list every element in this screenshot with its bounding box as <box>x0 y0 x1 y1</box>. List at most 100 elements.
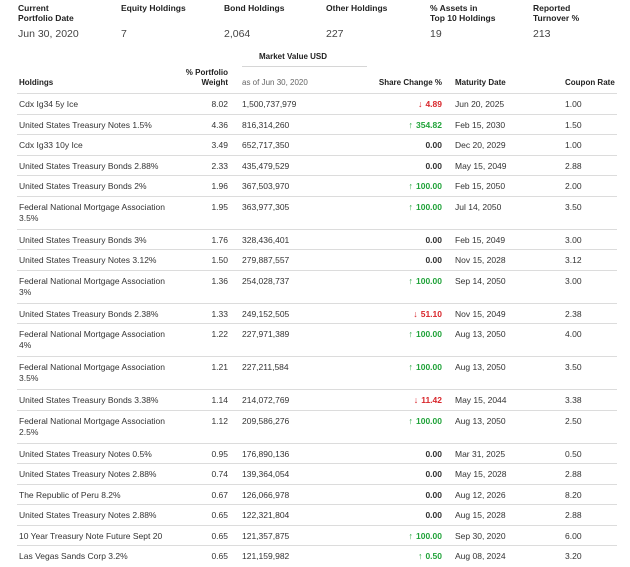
table-row[interactable]: Cdx Ig33 10y Ice 3.49 652,717,350 0.00 Dec 2… <box>17 134 617 156</box>
share-change: 0.00 <box>357 510 442 521</box>
table-row[interactable]: Federal National Mortgage Association 3%… <box>17 269 617 304</box>
summary-value: 7 <box>121 28 127 40</box>
share-change-value: 0.00 <box>425 234 442 245</box>
table-row[interactable]: United States Treasury Bonds 3.38% 1.14 21… <box>17 389 617 411</box>
market-value: 139,364,054 <box>242 469 290 479</box>
portfolio-weight: 0.65 <box>211 551 228 561</box>
share-change: 0.00 <box>357 140 442 151</box>
table-row[interactable]: Federal National Mortgage Association 3.… <box>17 195 617 230</box>
arrow-up-icon: ↑ <box>408 275 414 286</box>
share-change: 0.00 <box>357 490 442 501</box>
share-change-value: 0.00 <box>425 448 442 459</box>
col-coupon-header: Coupon Rate <box>565 78 615 87</box>
coupon-rate: 1.00 <box>565 99 582 109</box>
share-change-value: 4.89 <box>425 99 442 109</box>
share-change-value: 354.82 <box>416 119 442 130</box>
holding-name: Cdx Ig34 5y Ice <box>19 99 79 109</box>
market-value-group-header: Market Value USD <box>242 52 367 67</box>
portfolio-weight: 1.14 <box>211 395 228 405</box>
col-weight-header: % Portfolio Weight <box>185 68 228 87</box>
table-row[interactable]: United States Treasury Notes 2.88% 0.74 13… <box>17 463 617 485</box>
portfolio-weight: 0.95 <box>211 448 228 459</box>
maturity-date: Aug 15, 2028 <box>455 510 506 520</box>
table-row[interactable]: The Republic of Peru 8.2% 0.67 126,066,978… <box>17 483 617 506</box>
coupon-rate: 3.00 <box>565 275 582 286</box>
table-row[interactable]: United States Treasury Notes 3.12% 1.50 27… <box>17 249 617 271</box>
maturity-date: Feb 15, 2030 <box>455 119 506 130</box>
arrow-up-icon: ↑ <box>408 119 414 130</box>
market-value: 126,066,978 <box>242 489 290 500</box>
table-row[interactable]: United States Treasury Bonds 2% 1.96 367,5… <box>17 175 617 197</box>
portfolio-weight: 1.21 <box>211 362 228 372</box>
share-change-value: 0.00 <box>425 255 442 265</box>
maturity-date: Aug 13, 2050 <box>455 362 506 372</box>
arrow-down-icon: ↓ <box>413 395 419 405</box>
share-change: ↑ 100.00 <box>357 530 443 542</box>
holding-name: United States Treasury Notes 1.5% <box>19 119 152 130</box>
table-row[interactable]: United States Treasury Notes 0.5% 0.95 176… <box>17 442 617 465</box>
table-row[interactable]: United States Treasury Bonds 2.38% 1.33 24… <box>17 302 617 325</box>
share-change-value: 100.00 <box>416 181 442 191</box>
share-change: ↑ 100.00 <box>357 362 443 373</box>
holding-name: Federal National Mortgage Association 3% <box>19 275 165 297</box>
arrow-up-icon: ↑ <box>408 201 414 212</box>
share-change-value: 100.00 <box>416 329 442 339</box>
table-row[interactable]: Las Vegas Sands Corp 3.2% 0.65 121,159,982… <box>17 545 617 567</box>
summary-item: Current Portfolio Date Jun 30, 2020 <box>18 3 79 40</box>
coupon-rate: 2.50 <box>565 415 582 426</box>
maturity-date: May 15, 2028 <box>455 469 507 479</box>
market-value: 652,717,350 <box>242 140 290 150</box>
summary-label: Bond Holdings <box>224 3 285 13</box>
coupon-rate: 3.50 <box>565 362 582 372</box>
market-value: 176,890,136 <box>242 448 290 459</box>
share-change: 0.00 <box>357 161 442 172</box>
summary-item: Equity Holdings 7 <box>121 3 186 40</box>
market-value: 214,072,769 <box>242 395 290 405</box>
portfolio-weight: 3.49 <box>211 140 228 150</box>
coupon-rate: 1.00 <box>565 140 582 150</box>
share-change-value: 51.10 <box>420 308 442 319</box>
market-value: 227,971,389 <box>242 329 290 339</box>
table-row[interactable]: United States Treasury Notes 2.88% 0.65 12… <box>17 504 617 526</box>
summary-value: Jun 30, 2020 <box>18 28 79 40</box>
holding-name: Cdx Ig33 10y Ice <box>19 140 83 150</box>
share-change: ↑ 100.00 <box>357 275 443 287</box>
market-value: 121,357,875 <box>242 530 290 541</box>
share-change-value: 100.00 <box>416 201 442 212</box>
table-row[interactable]: United States Treasury Bonds 3% 1.76 328,4… <box>17 228 617 251</box>
coupon-rate: 1.50 <box>565 119 582 130</box>
share-change-value: 100.00 <box>416 530 442 541</box>
table-row[interactable]: Federal National Mortgage Association 4%… <box>17 323 617 357</box>
table-row[interactable]: Cdx Ig34 5y Ice 8.02 1,500,737,979 ↓ 4.89 Jun… <box>17 93 617 115</box>
maturity-date: Jul 14, 2050 <box>455 201 502 212</box>
maturity-date: Aug 13, 2050 <box>455 329 506 339</box>
table-row[interactable]: Federal National Mortgage Association 2.… <box>17 409 617 444</box>
table-row[interactable]: Federal National Mortgage Association 3.… <box>17 356 617 390</box>
market-value: 209,586,276 <box>242 415 290 426</box>
coupon-rate: 4.00 <box>565 329 582 339</box>
arrow-down-icon: ↓ <box>413 308 418 319</box>
holding-name: United States Treasury Bonds 3.38% <box>19 395 159 405</box>
share-change-value: 0.50 <box>425 551 442 561</box>
coupon-rate: 3.00 <box>565 234 582 245</box>
share-change-value: 0.00 <box>425 510 442 520</box>
share-change-value: 100.00 <box>416 275 442 286</box>
portfolio-weight: 0.65 <box>211 510 228 520</box>
market-value: 363,977,305 <box>242 201 290 212</box>
market-value: 122,321,804 <box>242 510 290 520</box>
maturity-date: Nov 15, 2028 <box>455 255 506 265</box>
summary-item: % Assets in Top 10 Holdings 19 <box>430 3 495 40</box>
table-row[interactable]: United States Treasury Bonds 2.88% 2.33 43… <box>17 154 617 177</box>
maturity-date: Aug 08, 2024 <box>455 551 506 561</box>
holding-name: The Republic of Peru 8.2% <box>19 489 121 500</box>
share-change-value: 0.00 <box>425 160 442 171</box>
arrow-up-icon: ↑ <box>408 362 414 372</box>
maturity-date: Dec 20, 2029 <box>455 140 506 150</box>
maturity-date: Nov 15, 2049 <box>455 308 506 319</box>
portfolio-weight: 1.76 <box>211 234 228 245</box>
portfolio-weight: 0.65 <box>211 530 228 541</box>
table-row[interactable]: 10 Year Treasury Note Future Sept 20 0.65… <box>17 524 617 547</box>
table-row[interactable]: United States Treasury Notes 1.5% 4.36 816… <box>17 113 617 136</box>
maturity-date: Aug 12, 2026 <box>455 489 506 500</box>
col-holdings-header: Holdings <box>19 78 54 87</box>
